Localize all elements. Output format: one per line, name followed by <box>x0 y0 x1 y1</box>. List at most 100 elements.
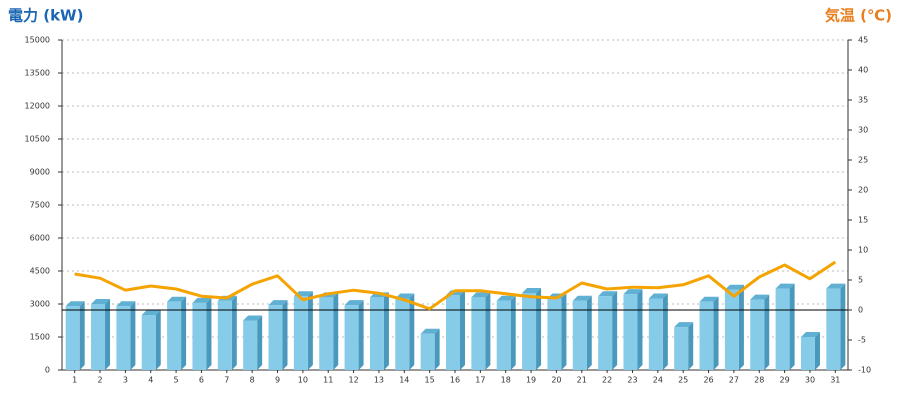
x-tick-label: 17 <box>475 376 485 385</box>
bar <box>369 297 384 370</box>
y-tick-label: 1500 <box>30 333 50 342</box>
x-tick-label: 26 <box>703 376 713 385</box>
bar-top <box>699 296 719 302</box>
x-tick-label: 30 <box>805 376 815 385</box>
y-tick-label: 9000 <box>30 168 50 177</box>
bar-top <box>750 294 770 300</box>
y-tick-label: 15000 <box>25 36 50 45</box>
bar-side <box>612 291 618 370</box>
bar-top <box>192 297 212 303</box>
x-tick-label: 13 <box>374 376 384 385</box>
x-tick-label: 24 <box>653 376 663 385</box>
bar-top <box>775 283 795 289</box>
bar-top <box>167 296 187 302</box>
bar <box>775 288 790 370</box>
x-tick-label: 31 <box>830 376 840 385</box>
bar-top <box>724 284 744 290</box>
bar <box>344 305 359 370</box>
bar-top <box>344 300 364 306</box>
y-tick-label: 0 <box>45 366 50 375</box>
y-axis-title: 電力 (kW) <box>8 7 83 25</box>
x-tick-label: 20 <box>551 376 561 385</box>
bar <box>572 300 587 370</box>
bar <box>598 296 613 370</box>
x-tick-label: 10 <box>298 376 308 385</box>
bar <box>826 288 841 370</box>
x-tick-label: 19 <box>526 376 536 385</box>
x-tick-label: 1 <box>72 376 77 385</box>
bar-side <box>738 284 744 370</box>
bar-top <box>496 295 516 301</box>
y2-tick-label: 5 <box>858 276 863 285</box>
bar-top <box>623 289 643 295</box>
bar-side <box>814 332 820 370</box>
bar-side <box>130 301 136 370</box>
bar <box>522 293 537 370</box>
x-tick-label: 18 <box>501 376 511 385</box>
y-tick-label: 4500 <box>30 267 50 276</box>
x-tick-label: 4 <box>148 376 153 385</box>
y2-tick-label: 15 <box>858 216 868 225</box>
y2-tick-label: -10 <box>858 366 871 375</box>
bar <box>750 299 765 370</box>
bar-side <box>561 293 567 370</box>
y-tick-label: 3000 <box>30 300 50 309</box>
x-tick-label: 15 <box>425 376 435 385</box>
bar <box>724 289 739 370</box>
bar <box>699 301 714 370</box>
bar <box>192 302 207 370</box>
x-tick-label: 16 <box>450 376 460 385</box>
bar <box>395 298 410 370</box>
bar <box>268 305 283 370</box>
bar <box>116 306 131 370</box>
y2-tick-label: 40 <box>858 66 868 75</box>
x-tick-label: 14 <box>399 376 409 385</box>
x-tick-label: 8 <box>250 376 255 385</box>
x-tick-label: 27 <box>729 376 739 385</box>
bar-side <box>688 322 694 370</box>
bar-top <box>243 315 263 321</box>
bar-top <box>800 332 820 337</box>
x-tick-label: 11 <box>323 376 333 385</box>
y2-tick-label: 30 <box>858 126 868 135</box>
x-tick-label: 28 <box>754 376 764 385</box>
y-tick-label: 12000 <box>25 102 50 111</box>
bar-top <box>522 288 542 293</box>
bar <box>496 300 511 370</box>
bar <box>648 298 663 370</box>
y-tick-label: 13500 <box>25 69 50 78</box>
bar <box>674 327 689 370</box>
y2-tick-label: -5 <box>858 336 866 345</box>
bar <box>420 333 435 370</box>
bar-top <box>826 283 846 289</box>
bar-side <box>333 292 339 370</box>
bar-side <box>713 296 719 370</box>
y2-tick-label: 25 <box>858 156 868 165</box>
bar <box>293 296 308 370</box>
y2-tick-label: 20 <box>858 186 868 195</box>
y-tick-label: 6000 <box>30 234 50 243</box>
bar <box>243 320 258 370</box>
y2-axis-title: 気温 (℃) <box>825 7 892 25</box>
bar <box>65 306 80 370</box>
bar-side <box>789 283 795 370</box>
bar-side <box>282 300 288 370</box>
bar-side <box>764 294 770 370</box>
y2-tick-label: 0 <box>858 306 863 315</box>
bar-side <box>637 289 643 370</box>
bar-side <box>105 299 111 370</box>
bar-side <box>155 310 161 370</box>
x-tick-label: 22 <box>602 376 612 385</box>
bar-side <box>485 292 491 370</box>
bar-top <box>572 295 592 301</box>
bar <box>547 298 562 370</box>
bar-side <box>79 301 85 370</box>
bar-top <box>116 301 136 307</box>
bar-side <box>181 296 187 370</box>
x-tick-label: 25 <box>678 376 688 385</box>
bar <box>91 304 106 370</box>
bar-side <box>409 293 415 370</box>
bar <box>217 300 232 370</box>
x-tick-label: 21 <box>577 376 587 385</box>
